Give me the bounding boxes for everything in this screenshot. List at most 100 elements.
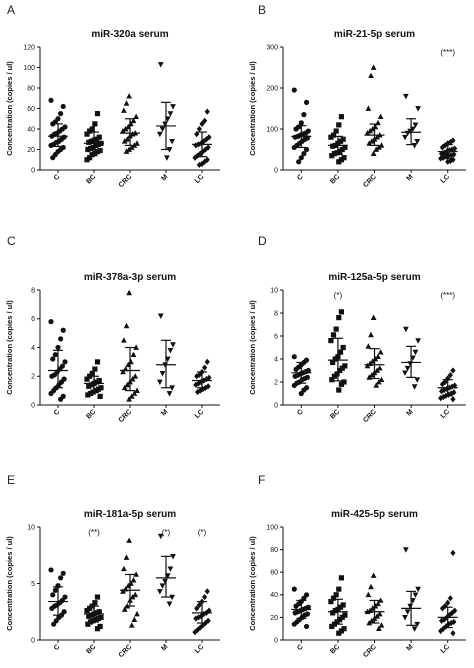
data-point: [128, 393, 135, 399]
data-point: [330, 132, 337, 138]
data-point: [338, 381, 344, 387]
data-point: [170, 342, 176, 348]
panel-letter: A: [7, 3, 15, 17]
data-point: [87, 128, 93, 134]
data-point: [132, 591, 139, 598]
x-tick-label: LC: [440, 643, 452, 655]
data-point: [87, 145, 94, 152]
data-point: [97, 623, 103, 630]
data-point: [92, 121, 98, 127]
data-point: [368, 331, 374, 338]
data-point: [291, 586, 297, 592]
data-point: [370, 150, 377, 156]
data-point: [94, 148, 101, 155]
data-point: [90, 618, 96, 624]
data-point: [133, 571, 139, 577]
data-point: [88, 138, 94, 144]
x-tick-label: LC: [194, 173, 206, 185]
data-point: [339, 146, 345, 153]
data-point: [342, 612, 348, 618]
data-point: [336, 387, 342, 393]
data-point: [48, 97, 54, 103]
data-point: [440, 154, 446, 161]
data-point: [404, 365, 411, 372]
data-point: [330, 359, 336, 366]
y-tick-label: 20: [270, 615, 278, 622]
data-point: [452, 607, 458, 614]
data-point: [340, 136, 346, 142]
y-tick-label: 2: [31, 374, 35, 381]
data-point: [365, 343, 372, 349]
data-point: [133, 113, 139, 120]
chart-title: miR-425-5p serum: [331, 509, 418, 520]
data-point: [337, 617, 343, 623]
x-tick-label: M: [405, 408, 414, 417]
data-point: [447, 595, 453, 602]
data-point: [364, 129, 371, 136]
data-point: [445, 375, 451, 382]
y-tick-label: 10: [27, 524, 35, 531]
data-point: [334, 619, 340, 625]
data-point: [121, 138, 128, 144]
x-tick-label: M: [405, 173, 414, 182]
data-point: [291, 354, 297, 360]
data-point: [334, 371, 340, 377]
data-point: [336, 630, 342, 636]
data-point: [92, 366, 98, 372]
data-point: [412, 349, 419, 356]
data-point: [134, 140, 140, 146]
data-point: [87, 390, 94, 397]
y-tick-label: 40: [270, 592, 278, 599]
data-point: [328, 134, 334, 140]
data-point: [331, 151, 337, 157]
data-point: [365, 105, 372, 111]
data-point: [58, 396, 64, 402]
data-point: [292, 373, 298, 379]
data-point: [167, 111, 174, 117]
data-point: [374, 134, 380, 140]
data-point: [48, 390, 54, 397]
y-axis-label: Concentration (copies / ul): [248, 536, 257, 631]
y-tick-label: 0: [31, 637, 35, 644]
data-point: [303, 146, 310, 153]
data-point: [332, 608, 338, 614]
data-point: [411, 384, 418, 390]
data-point: [128, 622, 135, 628]
data-point: [341, 155, 347, 161]
data-point: [98, 385, 104, 391]
data-point: [52, 352, 58, 358]
data-point: [132, 373, 139, 379]
significance-label: (*): [162, 528, 171, 537]
data-point: [89, 152, 95, 158]
x-tick-label: C: [53, 643, 62, 652]
data-point: [98, 614, 104, 620]
x-tick-label: M: [160, 408, 169, 417]
y-tick-label: 0: [274, 637, 278, 644]
data-point: [328, 338, 334, 344]
data-point: [402, 547, 409, 553]
data-point: [55, 344, 61, 351]
x-tick-label: C: [296, 173, 305, 182]
data-point: [169, 138, 175, 145]
data-point: [411, 626, 418, 632]
y-tick-label: 40: [27, 126, 35, 133]
y-axis-label: Concentration (copies / ul): [5, 300, 14, 395]
data-point: [452, 145, 458, 152]
data-point: [159, 371, 166, 377]
data-point: [166, 601, 173, 607]
y-axis-label: Concentration (copies / ul): [5, 536, 14, 631]
data-point: [134, 610, 140, 617]
data-point: [445, 599, 451, 606]
data-point: [448, 152, 454, 159]
data-point: [368, 583, 374, 590]
data-point: [88, 382, 94, 388]
data-point: [369, 138, 375, 144]
data-point: [199, 120, 205, 127]
data-point: [84, 608, 90, 614]
data-point: [126, 396, 132, 402]
y-tick-label: 0: [274, 402, 278, 409]
data-point: [330, 595, 337, 601]
